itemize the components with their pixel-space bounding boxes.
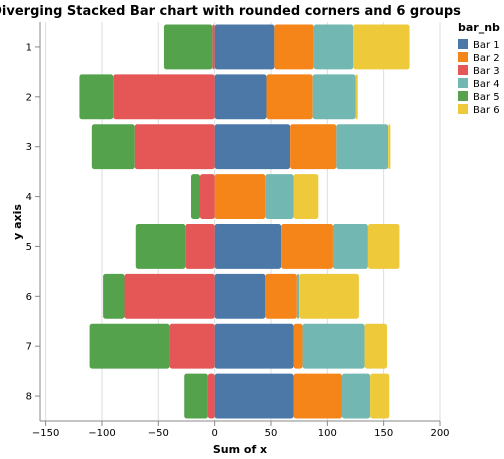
legend-label: Bar 6: [473, 105, 500, 116]
bar-segment: [212, 24, 215, 70]
legend-label: Bar 4: [473, 79, 500, 90]
legend: bar_nb Bar 1 Bar 2 Bar 3 Bar 4 Bar 5 Bar 6: [458, 21, 500, 116]
bar-segment: [336, 124, 389, 170]
bar-segment: [184, 373, 208, 419]
bar-segment: [341, 373, 371, 419]
legend-swatch: [458, 78, 468, 88]
bar-segment: [79, 74, 114, 120]
bars: [79, 24, 410, 419]
legend-swatch: [458, 65, 468, 75]
bar-segment: [265, 273, 297, 319]
bar-segment: [113, 74, 215, 120]
legend-swatch: [458, 52, 468, 62]
x-tick-label: 0: [211, 428, 217, 439]
bar-segment: [353, 24, 410, 70]
legend-label: Bar 3: [473, 66, 500, 77]
bar-segment: [214, 124, 291, 170]
bar-segment: [214, 74, 267, 120]
bar-segment: [103, 273, 125, 319]
legend-swatch: [458, 39, 468, 49]
legend-label: Bar 2: [473, 53, 500, 64]
y-tick-label: 7: [26, 342, 32, 353]
bar-segment: [89, 323, 170, 369]
y-tick-label: 5: [26, 242, 32, 253]
bar-segment: [302, 323, 365, 369]
x-tick-label: −150: [32, 428, 59, 439]
bar-segment: [299, 273, 359, 319]
bar-segment: [124, 273, 215, 319]
legend-label: Bar 5: [473, 92, 500, 103]
bar-segment: [274, 24, 314, 70]
x-tick-label: 50: [265, 428, 278, 439]
bar-segment: [214, 174, 266, 220]
bar-segment: [169, 323, 215, 369]
bar-segment: [185, 223, 215, 269]
legend-title: bar_nb: [458, 21, 500, 34]
legend-label: Bar 1: [473, 40, 500, 51]
bar-segment: [281, 223, 333, 269]
bar-segment: [370, 373, 390, 419]
x-axis-title: Sum of x: [213, 443, 267, 456]
legend-swatch: [458, 104, 468, 114]
bar-segment: [296, 273, 300, 319]
bar-segment: [355, 74, 358, 120]
x-tick-label: 100: [318, 428, 337, 439]
y-tick-label: 8: [26, 392, 32, 403]
bar-segment: [214, 223, 282, 269]
x-tick-label: −100: [88, 428, 115, 439]
bar-segment: [313, 24, 354, 70]
y-axis-title: y axis: [11, 204, 24, 240]
bar-segment: [200, 174, 215, 220]
bar-segment: [293, 323, 303, 369]
y-tick-label: 4: [26, 192, 32, 203]
y-tick-label: 2: [26, 92, 32, 103]
bar-segment: [134, 124, 215, 170]
bar-segment: [91, 124, 135, 170]
bar-segment: [290, 124, 337, 170]
bar-segment: [293, 373, 342, 419]
bar-segment: [293, 174, 319, 220]
bar-segment: [135, 223, 186, 269]
axes: −150 −100 −50 0 50 100 150 200 1 2 3 4 5 6 7 8: [26, 22, 450, 439]
chart-title: Diverging Stacked Bar chart with rounded…: [0, 4, 461, 19]
bar-segment: [214, 273, 266, 319]
bar-segment: [364, 323, 388, 369]
x-tick-label: 200: [430, 428, 449, 439]
bar-segment: [312, 74, 356, 120]
y-tick-label: 6: [26, 292, 32, 303]
bar-segment: [214, 373, 294, 419]
bar-segment: [265, 174, 294, 220]
bar-segment: [214, 323, 294, 369]
x-tick-label: −50: [148, 428, 169, 439]
bar-segment: [163, 24, 213, 70]
y-tick-label: 1: [26, 42, 32, 53]
x-tick-label: 150: [374, 428, 393, 439]
y-tick-label: 3: [26, 142, 32, 153]
bar-segment: [388, 124, 391, 170]
bar-segment: [367, 223, 400, 269]
bar-segment: [190, 174, 200, 220]
bar-segment: [214, 24, 275, 70]
legend-swatch: [458, 91, 468, 101]
bar-segment: [332, 223, 368, 269]
bar-segment: [207, 373, 215, 419]
bar-segment: [266, 74, 313, 120]
